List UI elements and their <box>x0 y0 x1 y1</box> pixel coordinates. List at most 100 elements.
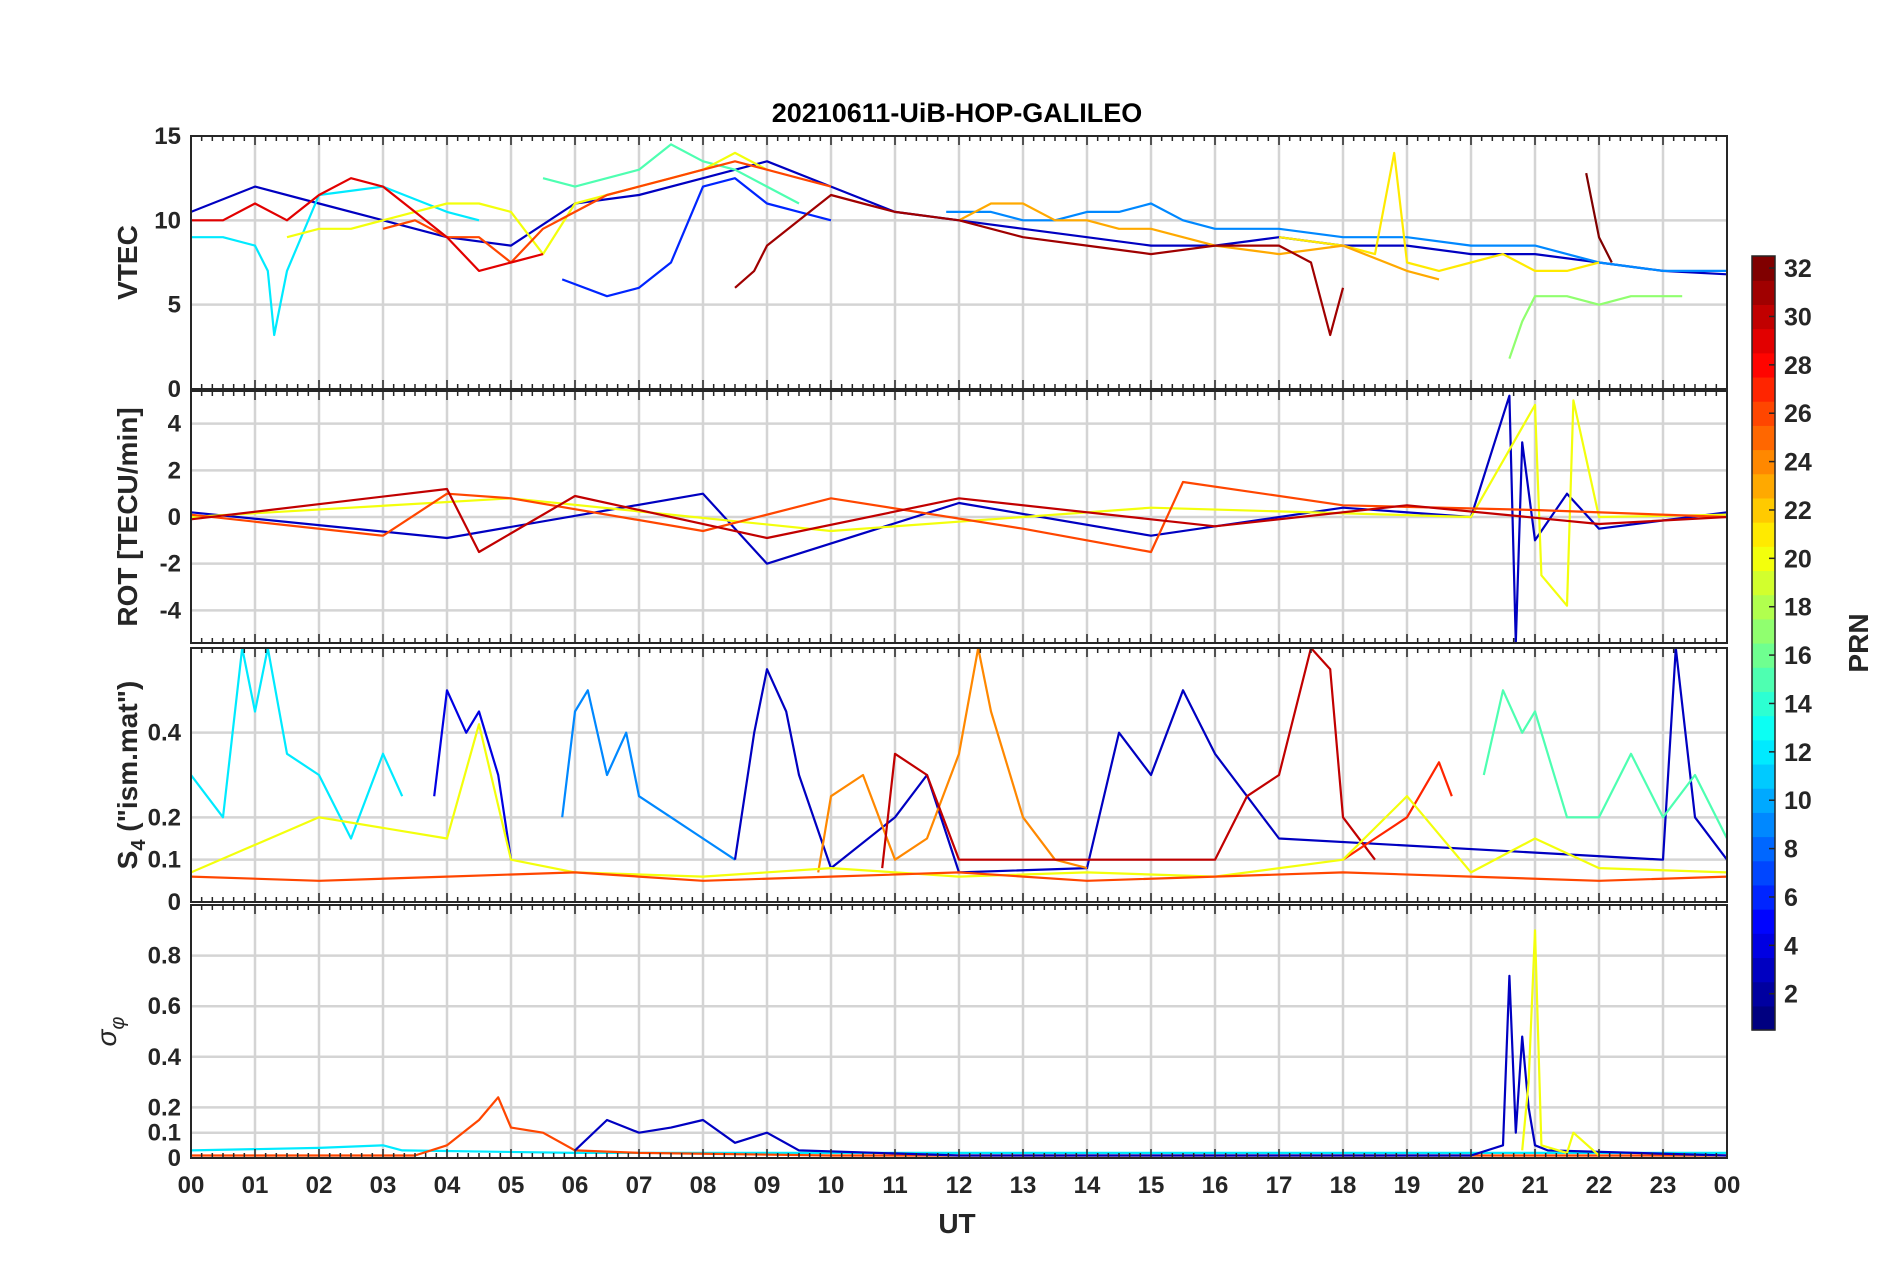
series-group-s4 <box>191 648 1727 882</box>
series-vtec-prn31 <box>734 193 1345 337</box>
panel-s4: 0 0.1 0.2 0.4S4 ("ism.mat") <box>112 647 1728 916</box>
colorbar-label: PRN <box>1843 613 1874 672</box>
colorbar-swatch-6 <box>1752 884 1775 910</box>
y-axis-label-rot: ROT [TECU/min] <box>112 407 143 626</box>
series-s4-prn24 <box>817 648 1088 873</box>
xtick-label-15: 15 <box>1138 1172 1165 1199</box>
series-vtec-prn9 <box>946 202 1727 272</box>
ytick-label-sigma_phi-1: 0.1 <box>148 1120 181 1147</box>
colorbar-swatch-14 <box>1752 691 1775 717</box>
series-rot-prn20 <box>191 399 1727 607</box>
series-vtec-prn17 <box>1508 295 1683 359</box>
xtick-label-17: 17 <box>1266 1172 1293 1199</box>
colorbar-swatch-12 <box>1752 739 1775 765</box>
xtick-label-14: 14 <box>1074 1172 1101 1199</box>
series-vtec-prn32 <box>1585 172 1613 263</box>
colorbar-tick-label-5: 12 <box>1784 739 1812 767</box>
colorbar-tick-label-14: 30 <box>1784 303 1812 331</box>
colorbar-tick-label-0: 2 <box>1784 981 1798 1009</box>
colorbar-swatch-8 <box>1752 836 1775 862</box>
colorbar-swatch-31 <box>1752 280 1775 305</box>
colorbar-tick-label-15: 32 <box>1784 255 1812 283</box>
xtick-label-1: 01 <box>242 1172 269 1199</box>
ytick-label-s4-0: 0 <box>168 889 181 916</box>
x-axis: 00 01 02 03 04 05 06 07 08 09 10 11 12 13 14 15 16 17 18 19… <box>178 1172 1741 1199</box>
x-axis-label: UT <box>938 1208 975 1239</box>
colorbar-swatch-20 <box>1752 546 1775 572</box>
ytick-label-rot-4: 4 <box>168 411 182 438</box>
panel-rot: -4 -2 0 2 4 ROT [TECU/min] <box>112 390 1728 644</box>
colorbar-swatch-26 <box>1752 401 1775 426</box>
series-rot-prn30 <box>191 487 1727 554</box>
xtick-label-22: 22 <box>1586 1172 1613 1199</box>
xtick-label-23: 23 <box>1650 1172 1677 1199</box>
ytick-label-sigma_phi-4: 0.6 <box>148 993 181 1020</box>
series-group-vtec <box>191 143 1727 359</box>
xtick-label-10: 10 <box>818 1172 845 1199</box>
colorbar-swatch-29 <box>1752 328 1775 354</box>
series-s4-prn27 <box>1342 761 1453 861</box>
colorbar-swatch-10 <box>1752 788 1775 813</box>
colorbar-tick-label-10: 22 <box>1784 497 1812 525</box>
colorbar-swatch-24 <box>1752 449 1775 475</box>
xtick-label-18: 18 <box>1330 1172 1357 1199</box>
colorbar-swatch-30 <box>1752 304 1775 330</box>
y-axis-label-vtec: VTEC <box>112 225 143 300</box>
ytick-label-vtec-0: 0 <box>168 376 181 403</box>
ytick-label-vtec-1: 5 <box>168 292 181 319</box>
colorbar-tick-label-11: 24 <box>1784 449 1812 477</box>
series-vtec-prn23 <box>958 202 1440 281</box>
xtick-label-5: 05 <box>498 1172 525 1199</box>
colorbar-tick-label-4: 10 <box>1784 787 1812 815</box>
colorbar-swatch-4 <box>1752 933 1775 959</box>
series-vtec-prn15 <box>542 143 800 205</box>
xtick-label-21: 21 <box>1522 1172 1549 1199</box>
colorbar-swatch-9 <box>1752 812 1775 838</box>
colorbar-swatch-27 <box>1752 376 1775 402</box>
panel-sigma_phi: 00.10.2 0.4 0.6 0.8 σφ <box>91 904 1728 1172</box>
ytick-label-vtec-3: 15 <box>154 123 181 150</box>
ytick-label-s4-2: 0.2 <box>148 804 181 831</box>
colorbar-tick-label-1: 4 <box>1784 932 1798 960</box>
ytick-label-rot-1: -2 <box>160 551 181 578</box>
ytick-label-sigma_phi-3: 0.4 <box>148 1044 182 1071</box>
series-vtec-prn12 <box>191 185 480 337</box>
colorbar-swatch-11 <box>1752 763 1775 789</box>
series-s4-prn12 <box>191 648 404 840</box>
panel-vtec: 0 5 10 15 VTEC <box>112 123 1728 403</box>
chart-title: 20210611-UiB-HOP-GALILEO <box>772 98 1143 128</box>
xtick-label-3: 03 <box>370 1172 397 1199</box>
colorbar-tick-label-3: 8 <box>1784 836 1798 864</box>
series-vtec-prn21 <box>1278 151 1600 272</box>
colorbar-tick-label-8: 18 <box>1784 594 1812 622</box>
xtick-label-6: 06 <box>562 1172 589 1199</box>
ytick-label-s4-3: 0.4 <box>148 720 182 747</box>
colorbar-swatch-2 <box>1752 981 1775 1007</box>
series-s4-prn4 <box>433 689 513 860</box>
ytick-label-s4-1: 0.1 <box>148 847 181 874</box>
series-group-rot <box>191 394 1727 643</box>
y-axis-label-sigma_phi: σφ <box>91 1017 129 1047</box>
colorbar-swatch-13 <box>1752 715 1775 741</box>
xtick-label-20: 20 <box>1458 1172 1485 1199</box>
xtick-label-8: 08 <box>690 1172 717 1199</box>
colorbar-swatch-7 <box>1752 860 1775 886</box>
series-sigma_phi-prn20 <box>1521 929 1600 1157</box>
y-axis-label-s4: S4 ("ism.mat") <box>112 681 150 870</box>
colorbar-swatch-5 <box>1752 909 1775 934</box>
ytick-label-rot-0: -4 <box>160 597 182 624</box>
colorbar-swatch-25 <box>1752 425 1775 451</box>
series-s4-prn15 <box>1482 689 1727 839</box>
colorbar-swatch-32 <box>1752 256 1775 281</box>
series-s4-prn26 <box>191 871 1727 882</box>
colorbar-tick-label-12: 26 <box>1784 400 1812 428</box>
xtick-label-0: 00 <box>178 1172 205 1199</box>
series-s4-prn30 <box>881 648 1376 869</box>
colorbar-swatch-16 <box>1752 643 1775 668</box>
colorbar-box <box>1751 255 1776 1031</box>
ytick-label-rot-2: 0 <box>168 504 181 531</box>
colorbar-swatch-3 <box>1752 957 1775 983</box>
